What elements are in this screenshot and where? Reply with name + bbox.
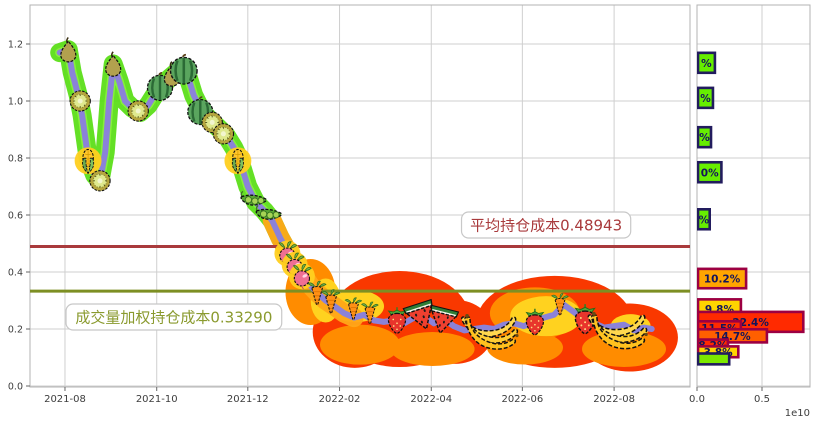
orange-glow-blob	[320, 324, 400, 365]
y-tick-label: 0.4	[8, 268, 23, 279]
axis-tick-labels: 0.0 0.2 0.4 0.6 0.8 1.0 1.2 2021-08 2021-10 2021-…	[8, 40, 810, 420]
volume-bar	[697, 160, 723, 184]
cost-lines	[30, 245, 690, 293]
y-tick-label: 0.8	[8, 154, 23, 165]
fruit-marker-watermelon	[169, 53, 199, 86]
x-tick-label: 2021-12	[227, 394, 269, 405]
vwap-cost-label-box	[65, 303, 283, 331]
volume-bar-label: %	[699, 214, 710, 226]
orange-glow-blob	[390, 331, 475, 366]
volume-bar-label: %	[699, 132, 710, 144]
volume-x-tick-label: 0.0	[689, 394, 705, 405]
volume-bar	[697, 208, 711, 231]
x-tick-label: 2022-06	[501, 394, 543, 405]
fruit-markers	[60, 36, 649, 350]
volume-unit-label: 1e10	[785, 408, 810, 419]
fruit-marker-kiwi	[212, 123, 235, 145]
price-panel-frame	[29, 4, 691, 388]
volume-bar-label: %	[701, 58, 712, 70]
x-tick-label: 2021-10	[136, 394, 178, 405]
y-tick-label: 0.6	[8, 211, 23, 222]
volume-bar-label: 10.2%	[704, 274, 741, 286]
volume-bar	[697, 352, 731, 366]
y-tick-label: 0.2	[8, 325, 23, 336]
cost-line-labels: 平均持仓成本0.48943 成交量加权持仓成本0.33290	[65, 211, 632, 331]
volume-bar-label: 0%	[701, 167, 719, 179]
fruit-marker-kiwi	[127, 100, 149, 122]
x-tick-label: 2022-02	[319, 394, 361, 405]
volume-bar	[697, 51, 717, 75]
fruit-marker-kiwi	[69, 90, 91, 112]
axes-frames	[29, 4, 811, 388]
avg-cost-label-text: 平均持仓成本0.48943	[470, 216, 622, 234]
y-tick-label: 1.2	[8, 40, 23, 51]
volume-bar	[697, 86, 715, 110]
avg-cost-label-box	[460, 211, 632, 239]
y-tick-label: 0.0	[8, 382, 23, 393]
x-tick-label: 2022-08	[593, 394, 635, 405]
vwap-cost-label-text: 成交量加权持仓成本0.33290	[75, 309, 272, 327]
volume-bar	[697, 125, 713, 149]
volume-panel-frame	[696, 4, 811, 388]
x-tick-label: 2022-04	[410, 394, 452, 405]
volume-bar	[697, 267, 748, 290]
y-tick-label: 1.0	[8, 97, 23, 108]
x-tick-label: 2021-08	[44, 394, 86, 405]
volume-x-tick-label: 0.5	[754, 394, 770, 405]
volume-bar-label: %	[700, 93, 711, 105]
volume-profile-bars: %%%0%%10.2%9.8%22.4%11.5%14.7%8.2%3.8%	[697, 51, 805, 366]
fruit-marker-kiwi	[89, 170, 111, 192]
